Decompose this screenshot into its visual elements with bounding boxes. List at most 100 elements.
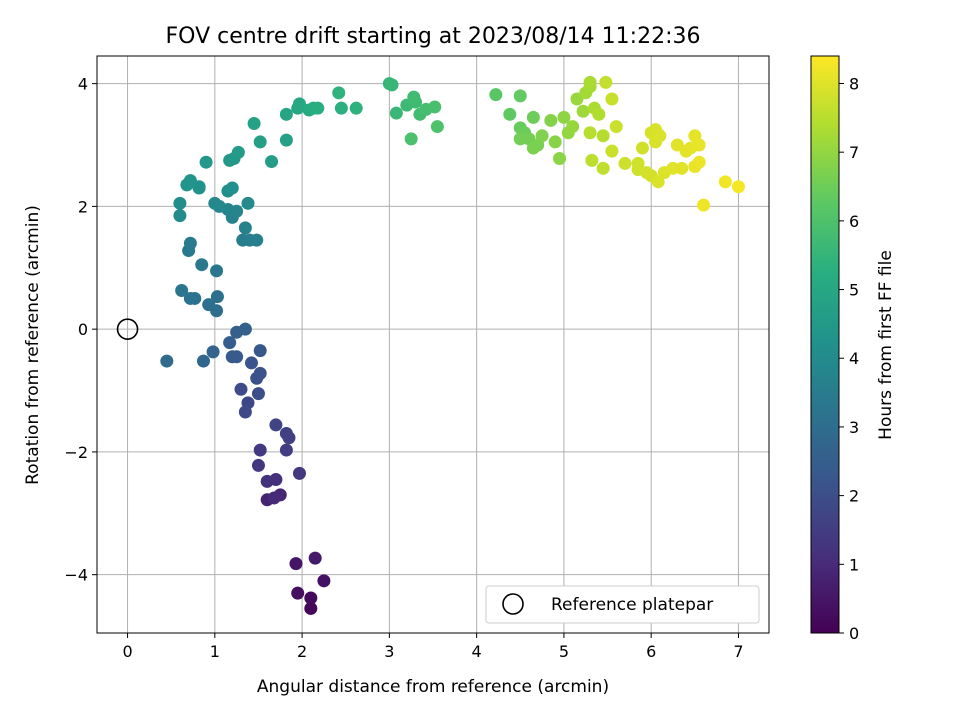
data-point [253, 366, 267, 380]
data-point [385, 78, 399, 92]
data-point [173, 209, 187, 223]
data-point [195, 258, 209, 272]
data-point [225, 181, 239, 195]
data-point [596, 161, 610, 175]
y-tick-label: 2 [78, 197, 88, 216]
colorbar-tick-label: 8 [849, 74, 859, 93]
data-point [692, 138, 706, 152]
legend-box [485, 585, 760, 624]
data-point [291, 586, 305, 600]
data-point [349, 101, 363, 115]
data-point [609, 120, 623, 134]
data-point [208, 196, 222, 210]
data-point [196, 354, 210, 368]
y-tick-label: −2 [64, 443, 88, 462]
colorbar-tick-label: 0 [849, 624, 859, 643]
colorbar-tick-label: 4 [849, 349, 859, 368]
data-point [183, 291, 197, 305]
chart-title: FOV centre drift starting at 2023/08/14 … [166, 24, 701, 49]
data-point [526, 110, 540, 124]
data-point [183, 174, 197, 188]
data-point [199, 155, 213, 169]
colorbar-tick-label: 3 [849, 418, 859, 437]
colorbar-label: Hours from first FF file [876, 250, 896, 440]
data-point [238, 221, 252, 235]
data-point [651, 175, 665, 189]
y-axis-label: Rotation from reference (arcmin) [23, 205, 43, 485]
y-tick-label: 4 [78, 75, 88, 94]
data-point [526, 141, 540, 155]
colorbar-tick-label: 2 [849, 487, 859, 506]
y-tick-label: −4 [64, 566, 88, 585]
x-tick-label: 0 [122, 642, 132, 661]
data-point [238, 322, 252, 336]
colorbar-tick-label: 6 [849, 212, 859, 231]
colorbar-tick-label: 5 [849, 281, 859, 300]
x-tick-label: 6 [646, 642, 656, 661]
data-point [250, 233, 264, 247]
data-point [544, 113, 558, 127]
data-point [292, 97, 306, 111]
data-point [267, 491, 281, 505]
data-point [289, 557, 303, 571]
x-tick-label: 5 [559, 642, 569, 661]
data-point [308, 551, 322, 565]
data-point [389, 106, 403, 120]
data-point [334, 101, 348, 115]
x-tick-label: 4 [472, 642, 482, 661]
data-point [206, 345, 220, 359]
reference-marker [116, 318, 139, 340]
data-point [251, 458, 265, 472]
legend-label: Reference platepar [551, 595, 713, 615]
data-point [404, 132, 418, 146]
data-point [692, 155, 706, 169]
data-point [183, 236, 197, 250]
data-point [253, 135, 267, 149]
data-point [635, 141, 649, 155]
legend: Reference platepar [485, 585, 760, 624]
data-point [618, 156, 632, 170]
data-point [251, 387, 265, 401]
data-point [332, 86, 346, 100]
data-point [265, 155, 279, 169]
data-point [282, 431, 296, 445]
data-point [234, 382, 248, 396]
colorbar: 0 1 2 3 4 5 6 7 8 Hours from first FF file [810, 55, 896, 643]
data-point [175, 283, 189, 297]
colorbar-tick-label: 7 [849, 143, 859, 162]
data-point [304, 591, 318, 605]
data-point [596, 129, 610, 143]
data-point [279, 107, 293, 121]
data-point [697, 198, 711, 212]
data-point [535, 129, 549, 143]
data-point [566, 120, 580, 134]
reference-platepar-marker [116, 318, 139, 340]
grid [97, 56, 769, 633]
data-point [244, 356, 258, 370]
data-point [489, 88, 503, 102]
x-tick-label: 1 [210, 642, 220, 661]
data-point [585, 153, 599, 167]
data-point [173, 196, 187, 210]
x-tick-label: 3 [384, 642, 394, 661]
data-point [210, 264, 224, 278]
data-point [731, 180, 745, 194]
data-point [675, 161, 689, 175]
data-point [317, 574, 331, 588]
data-point [599, 75, 613, 89]
data-point [304, 601, 318, 615]
plot-frame [96, 55, 770, 634]
data-point [253, 443, 267, 457]
colorbar-gradient [810, 55, 840, 634]
data-point [605, 92, 619, 106]
colorbar-tick-label: 1 [849, 555, 859, 574]
data-point [407, 90, 421, 104]
axes: 0 1 2 3 4 5 6 7 −4 −2 0 2 4 [64, 55, 770, 661]
data-point [592, 107, 606, 121]
data-point [576, 104, 590, 118]
x-tick-label: 2 [297, 642, 307, 661]
data-point [223, 336, 237, 350]
data-point [503, 107, 517, 121]
data-point [311, 101, 325, 115]
data-point [553, 152, 567, 166]
